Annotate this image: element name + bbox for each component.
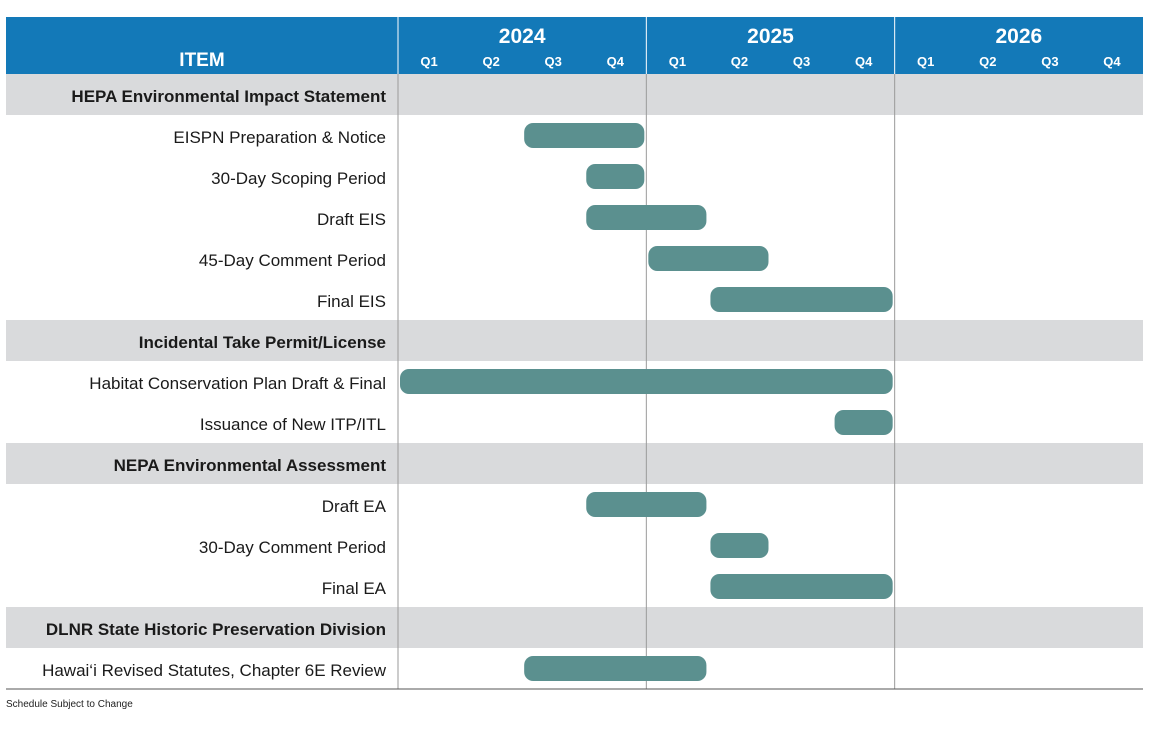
- quarter-label: Q2: [731, 54, 748, 69]
- task-label: 45-Day Comment Period: [199, 251, 386, 270]
- quarter-label: Q1: [917, 54, 934, 69]
- task-bar: [648, 246, 769, 271]
- quarter-label: Q3: [1041, 54, 1058, 69]
- footnote: Schedule Subject to Change: [6, 699, 133, 710]
- header-band: [6, 17, 1143, 74]
- quarter-label: Q4: [607, 54, 625, 69]
- task-label: Draft EA: [322, 497, 387, 516]
- section-label: Incidental Take Permit/License: [139, 333, 386, 352]
- task-bar: [524, 656, 707, 681]
- task-bar: [710, 287, 893, 312]
- task-label: Final EA: [322, 579, 387, 598]
- section-label: HEPA Environmental Impact Statement: [71, 87, 386, 106]
- section-row-bg: [6, 607, 1143, 648]
- quarter-label: Q3: [793, 54, 810, 69]
- task-label: EISPN Preparation & Notice: [173, 128, 386, 147]
- quarter-label: Q2: [482, 54, 499, 69]
- year-label: 2025: [747, 25, 794, 48]
- task-bar: [400, 369, 893, 394]
- section-label: NEPA Environmental Assessment: [114, 456, 387, 475]
- year-label: 2024: [499, 25, 546, 48]
- quarter-label: Q4: [855, 54, 873, 69]
- task-label: Habitat Conservation Plan Draft & Final: [89, 374, 386, 393]
- task-label: Draft EIS: [317, 210, 386, 229]
- task-bar: [586, 164, 645, 189]
- section-row-bg: [6, 443, 1143, 484]
- task-label: Issuance of New ITP/ITL: [200, 415, 386, 434]
- task-label: Hawai‘i Revised Statutes, Chapter 6E Rev…: [42, 661, 387, 680]
- section-row-bg: [6, 320, 1143, 361]
- task-bar: [586, 205, 707, 230]
- task-bar: [710, 574, 893, 599]
- task-bar: [586, 492, 707, 517]
- task-bar: [710, 533, 769, 558]
- quarter-label: Q1: [420, 54, 437, 69]
- item-header: ITEM: [179, 50, 224, 71]
- section-label: DLNR State Historic Preservation Divisio…: [46, 620, 386, 639]
- quarter-label: Q3: [545, 54, 562, 69]
- task-label: 30-Day Comment Period: [199, 538, 386, 557]
- quarter-label: Q2: [979, 54, 996, 69]
- quarter-label: Q1: [669, 54, 686, 69]
- year-label: 2026: [995, 25, 1042, 48]
- task-label: Final EIS: [317, 292, 386, 311]
- task-label: 30-Day Scoping Period: [211, 169, 386, 188]
- task-bar: [524, 123, 645, 148]
- section-row-bg: [6, 74, 1143, 115]
- task-bar: [834, 410, 893, 435]
- quarter-label: Q4: [1103, 54, 1121, 69]
